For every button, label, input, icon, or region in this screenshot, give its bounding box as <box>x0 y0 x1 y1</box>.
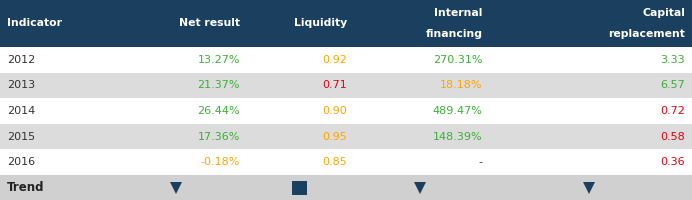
Text: Trend: Trend <box>7 181 44 194</box>
Text: Capital: Capital <box>642 8 685 18</box>
Text: 2013: 2013 <box>7 80 35 90</box>
Text: Internal: Internal <box>434 8 482 18</box>
Bar <box>0 0 692 47</box>
Text: 0.58: 0.58 <box>660 132 685 142</box>
Text: -: - <box>478 157 482 167</box>
Text: 18.18%: 18.18% <box>440 80 482 90</box>
Text: Net result: Net result <box>179 19 240 28</box>
Text: 26.44%: 26.44% <box>197 106 240 116</box>
Bar <box>0 47 692 73</box>
Text: Liquidity: Liquidity <box>294 19 347 28</box>
Text: 6.57: 6.57 <box>660 80 685 90</box>
Text: 3.33: 3.33 <box>660 55 685 65</box>
Text: 0.95: 0.95 <box>322 132 347 142</box>
Text: -0.18%: -0.18% <box>201 157 240 167</box>
Bar <box>0 124 692 149</box>
Text: 2014: 2014 <box>7 106 35 116</box>
Text: replacement: replacement <box>608 29 685 39</box>
Text: 21.37%: 21.37% <box>198 80 240 90</box>
Bar <box>0 175 692 200</box>
Text: Indicator: Indicator <box>7 19 62 28</box>
Bar <box>0 73 692 98</box>
Text: 148.39%: 148.39% <box>432 132 482 142</box>
Text: 2016: 2016 <box>7 157 35 167</box>
Text: 17.36%: 17.36% <box>198 132 240 142</box>
Text: 0.71: 0.71 <box>322 80 347 90</box>
Text: 489.47%: 489.47% <box>432 106 482 116</box>
Text: 0.36: 0.36 <box>660 157 685 167</box>
Text: financing: financing <box>426 29 482 39</box>
Bar <box>0 98 692 124</box>
Text: 13.27%: 13.27% <box>198 55 240 65</box>
Bar <box>292 181 307 195</box>
Text: 2012: 2012 <box>7 55 35 65</box>
Text: 2015: 2015 <box>7 132 35 142</box>
Text: 0.90: 0.90 <box>322 106 347 116</box>
Text: 0.85: 0.85 <box>322 157 347 167</box>
Text: 270.31%: 270.31% <box>432 55 482 65</box>
Text: 0.72: 0.72 <box>660 106 685 116</box>
Bar <box>0 149 692 175</box>
Text: 0.92: 0.92 <box>322 55 347 65</box>
